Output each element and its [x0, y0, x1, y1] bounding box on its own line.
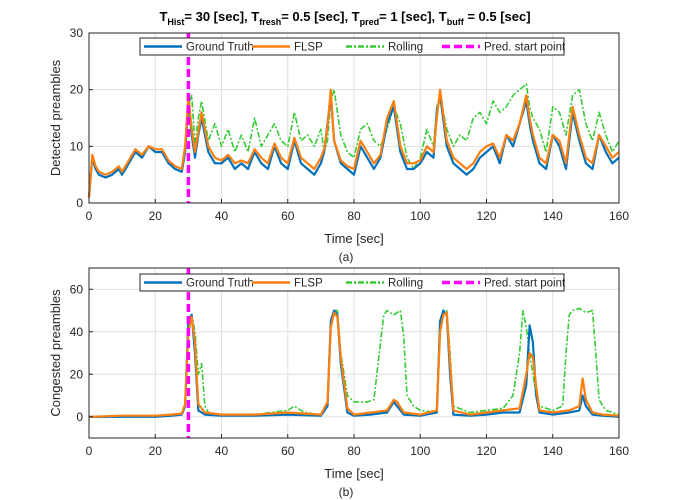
legend-label-rolling: Rolling: [388, 278, 423, 290]
x-tick-label: 100: [410, 209, 430, 223]
panel-a-caption-label: (a): [339, 250, 354, 264]
y-tick-label: 20: [70, 367, 84, 381]
panel-b-x-axis-label: Time [sec]: [324, 466, 383, 481]
x-tick-label: 20: [149, 209, 163, 223]
panel-b-caption-label: (b): [339, 485, 354, 499]
legend-label-rolling: Rolling: [388, 42, 423, 54]
legend-label-ground-truth: Ground Truth: [186, 278, 254, 290]
panel-a-legend: Ground Truth FLSP Rolling Pred. start point: [139, 37, 566, 56]
x-tick-label: 60: [281, 444, 295, 458]
x-tick-label: 0: [86, 209, 93, 223]
title-part: = 0.5 [sec], T: [281, 9, 359, 24]
legend-label-pred-start-point: Pred. start point: [484, 42, 566, 54]
x-tick-label: 20: [149, 444, 163, 458]
y-tick-label: 20: [70, 83, 84, 97]
x-tick-label: 140: [543, 209, 563, 223]
panel-b-axes-frame: [88, 267, 620, 439]
x-tick-label: 40: [215, 209, 229, 223]
title-part: T: [159, 9, 167, 24]
x-tick-label: 140: [543, 444, 563, 458]
title-part: = 30 [sec], T: [184, 9, 259, 24]
figure-title: THist= 30 [sec], Tfresh= 0.5 [sec], Tpre…: [159, 9, 530, 27]
legend-label-pred-start-point: Pred. start point: [484, 278, 566, 290]
title-part: buff: [447, 17, 465, 27]
y-tick-label: 30: [70, 26, 84, 40]
x-tick-label: 60: [281, 209, 295, 223]
panel-b-y-axis-label: Congested preambles: [48, 289, 63, 417]
panel-a-x-axis-label: Time [sec]: [324, 231, 383, 246]
y-tick-label: 0: [76, 410, 83, 424]
series-line-flsp: [87, 88, 620, 198]
legend-label-flsp: FLSP: [294, 278, 323, 290]
y-tick-label: 60: [70, 282, 84, 296]
panel-a-axes-frame: [88, 32, 620, 204]
series-line-rolling: [89, 307, 620, 418]
x-tick-label: 120: [476, 444, 496, 458]
title-part: Hist: [167, 17, 184, 27]
title-part: fresh: [259, 17, 281, 27]
x-tick-label: 0: [86, 444, 93, 458]
x-tick-label: 160: [609, 444, 629, 458]
x-tick-label: 100: [410, 444, 430, 458]
panel-a-series-group: [87, 33, 620, 203]
x-tick-label: 80: [347, 209, 361, 223]
x-tick-label: 160: [609, 209, 629, 223]
panel-b-series-group: [88, 268, 620, 438]
title-part: pred: [360, 17, 380, 27]
panel-a-tick-labels: 0 20 40 60 80 100 120 140 160 0 10 20 30: [70, 26, 630, 223]
x-tick-label: 80: [347, 444, 361, 458]
panel-a-y-axis-label: Detected preambles: [48, 59, 63, 176]
panel-b-legend: Ground Truth FLSP Rolling Pred. start point: [139, 273, 566, 292]
y-tick-label: 0: [76, 196, 83, 210]
y-tick-label: 10: [70, 139, 84, 153]
title-part: = 0.5 [sec]: [464, 9, 531, 24]
legend-label-flsp: FLSP: [294, 42, 323, 54]
y-tick-label: 40: [70, 325, 84, 339]
x-tick-label: 40: [215, 444, 229, 458]
x-tick-label: 120: [476, 209, 496, 223]
title-part: = 1 [sec], T: [379, 9, 447, 24]
series-line-flsp: [88, 311, 620, 418]
legend-label-ground-truth: Ground Truth: [186, 42, 254, 54]
panel-b-tick-labels: 0 20 40 60 80 100 120 140 160 0 20 40 60: [70, 282, 630, 458]
